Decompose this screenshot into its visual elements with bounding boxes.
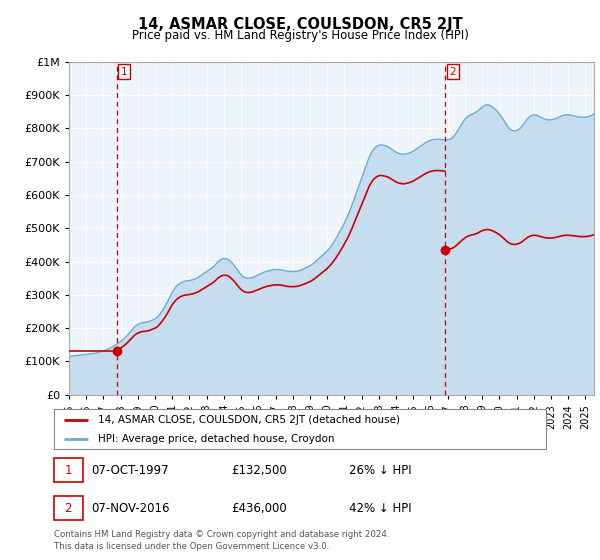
FancyBboxPatch shape xyxy=(54,458,83,482)
Text: Price paid vs. HM Land Registry's House Price Index (HPI): Price paid vs. HM Land Registry's House … xyxy=(131,29,469,42)
Text: 42% ↓ HPI: 42% ↓ HPI xyxy=(349,502,412,515)
Text: This data is licensed under the Open Government Licence v3.0.: This data is licensed under the Open Gov… xyxy=(54,542,329,550)
Text: Contains HM Land Registry data © Crown copyright and database right 2024.: Contains HM Land Registry data © Crown c… xyxy=(54,530,389,539)
Text: 14, ASMAR CLOSE, COULSDON, CR5 2JT (detached house): 14, ASMAR CLOSE, COULSDON, CR5 2JT (deta… xyxy=(98,415,400,425)
Text: 2: 2 xyxy=(65,502,72,515)
FancyBboxPatch shape xyxy=(54,496,83,520)
Text: 1: 1 xyxy=(65,464,72,477)
Text: HPI: Average price, detached house, Croydon: HPI: Average price, detached house, Croy… xyxy=(98,434,335,444)
Text: 1: 1 xyxy=(121,67,128,77)
Text: 07-NOV-2016: 07-NOV-2016 xyxy=(91,502,169,515)
Text: £132,500: £132,500 xyxy=(231,464,287,477)
Text: 2: 2 xyxy=(449,67,456,77)
Text: 14, ASMAR CLOSE, COULSDON, CR5 2JT: 14, ASMAR CLOSE, COULSDON, CR5 2JT xyxy=(137,17,463,32)
Text: £436,000: £436,000 xyxy=(231,502,287,515)
Text: 26% ↓ HPI: 26% ↓ HPI xyxy=(349,464,412,477)
Text: 07-OCT-1997: 07-OCT-1997 xyxy=(91,464,169,477)
